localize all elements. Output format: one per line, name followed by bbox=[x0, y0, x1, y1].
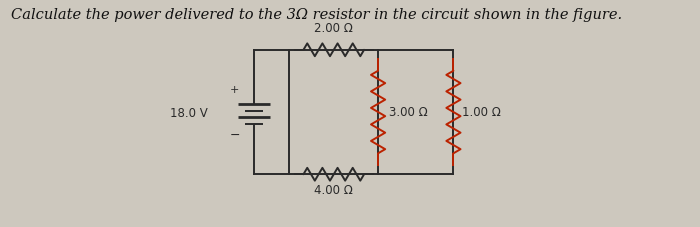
Text: 1.00 Ω: 1.00 Ω bbox=[462, 106, 501, 118]
Text: 18.0 V: 18.0 V bbox=[170, 108, 208, 121]
Text: +: + bbox=[230, 85, 239, 95]
Text: −: − bbox=[230, 129, 240, 142]
Text: 3.00 Ω: 3.00 Ω bbox=[389, 106, 428, 118]
Text: Calculate the power delivered to the 3Ω resistor in the circuit shown in the fig: Calculate the power delivered to the 3Ω … bbox=[10, 8, 622, 22]
Text: 2.00 Ω: 2.00 Ω bbox=[314, 22, 354, 35]
Text: 4.00 Ω: 4.00 Ω bbox=[314, 184, 354, 197]
